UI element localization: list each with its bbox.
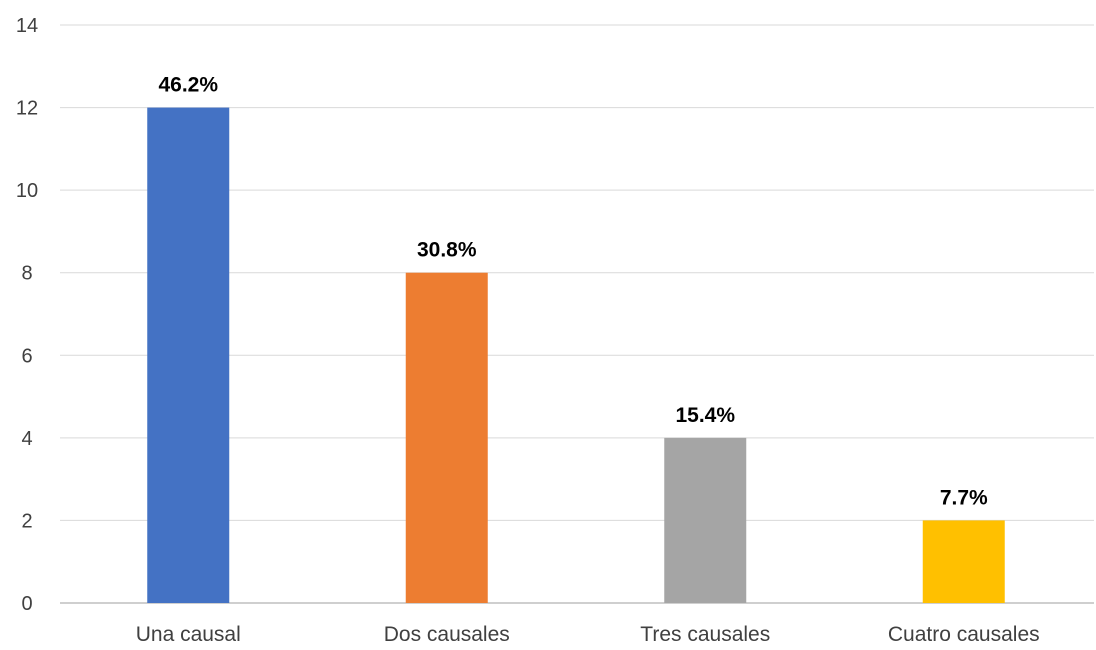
y-tick-label: 2	[21, 510, 32, 532]
data-label: 46.2%	[158, 74, 218, 97]
y-tick-label: 10	[16, 180, 38, 202]
y-tick-label: 0	[21, 593, 32, 615]
bar	[147, 108, 229, 603]
y-tick-label: 6	[21, 345, 32, 367]
bar	[664, 438, 746, 603]
y-axis-ticks: 0 2 4 6 8 10 12 14	[16, 15, 38, 615]
bar	[923, 520, 1005, 603]
category-label: Dos causales	[384, 623, 510, 646]
data-label: 30.8%	[417, 239, 477, 262]
y-tick-label: 8	[21, 263, 32, 285]
bar	[406, 273, 488, 603]
y-tick-label: 4	[21, 428, 32, 450]
y-tick-label: 14	[16, 15, 38, 37]
category-label: Cuatro causales	[888, 623, 1040, 646]
data-labels: 46.2% 30.8% 15.4% 7.7%	[158, 74, 988, 510]
x-axis-categories: Una causal Dos causales Tres causales Cuatr…	[136, 623, 1040, 646]
data-label: 7.7%	[940, 486, 988, 509]
category-label: Una causal	[136, 623, 241, 646]
data-label: 15.4%	[675, 404, 735, 427]
category-label: Tres causales	[640, 623, 770, 646]
y-tick-label: 12	[16, 98, 38, 120]
